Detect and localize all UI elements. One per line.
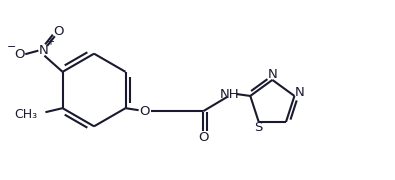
Text: N: N bbox=[267, 68, 277, 81]
Text: S: S bbox=[254, 122, 263, 134]
Text: O: O bbox=[14, 48, 24, 61]
Text: +: + bbox=[47, 37, 55, 47]
Text: N: N bbox=[39, 44, 48, 57]
Text: O: O bbox=[198, 131, 209, 144]
Text: O: O bbox=[53, 25, 64, 38]
Text: −: − bbox=[6, 42, 16, 52]
Text: NH: NH bbox=[220, 87, 239, 101]
Text: N: N bbox=[295, 86, 305, 99]
Text: O: O bbox=[139, 105, 150, 118]
Text: CH₃: CH₃ bbox=[14, 108, 38, 121]
